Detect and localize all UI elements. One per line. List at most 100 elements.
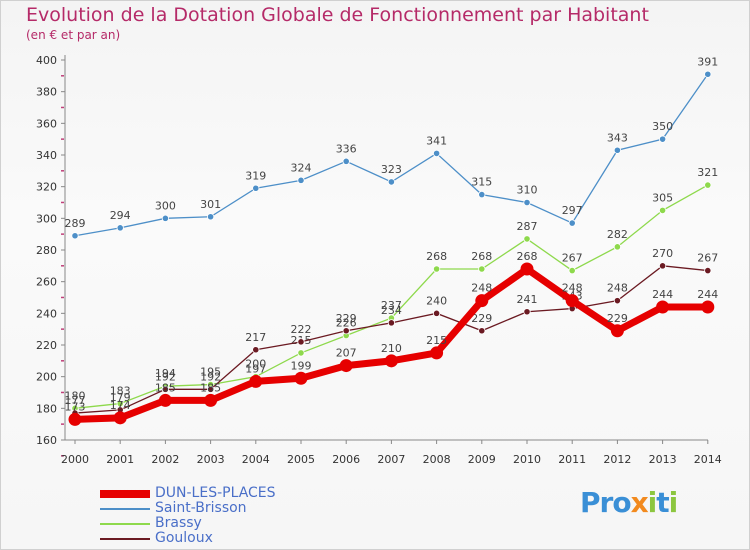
data-point [701, 300, 715, 314]
x-tick-label: 2003 [197, 453, 225, 466]
data-label: 244 [652, 288, 673, 301]
logo-letter: P [580, 486, 601, 519]
y-tick-label: 240 [36, 307, 57, 320]
legend-swatch [100, 508, 150, 510]
data-point [161, 214, 169, 222]
data-point [430, 346, 444, 360]
data-label: 180 [65, 389, 86, 402]
data-point [387, 178, 395, 186]
data-label: 199 [291, 359, 312, 372]
data-label: 244 [697, 288, 718, 301]
x-tick-label: 2009 [468, 453, 496, 466]
data-label: 323 [381, 163, 402, 176]
data-label: 268 [517, 250, 538, 263]
data-label: 217 [245, 331, 266, 344]
data-point [478, 190, 486, 199]
data-label: 185 [200, 381, 221, 394]
data-label: 192 [155, 370, 176, 383]
data-label: 195 [200, 366, 221, 379]
data-point [252, 346, 260, 354]
data-point [613, 297, 622, 305]
data-label: 391 [697, 55, 718, 68]
y-tick-label: 360 [36, 117, 57, 130]
data-point [610, 324, 624, 338]
data-label: 194 [155, 367, 176, 380]
data-label: 177 [65, 394, 86, 407]
data-point [71, 232, 79, 240]
data-point [568, 266, 576, 275]
y-tick-label: 220 [36, 339, 57, 352]
data-label: 268 [471, 250, 492, 263]
data-label: 301 [200, 198, 221, 211]
data-label: 300 [155, 199, 176, 212]
data-label: 294 [110, 209, 131, 222]
legend-swatch [100, 538, 150, 540]
data-label: 248 [471, 282, 492, 295]
logo-letter: x [630, 486, 649, 519]
data-label: 321 [697, 166, 718, 179]
data-point [158, 393, 172, 407]
data-label: 248 [607, 282, 628, 295]
data-label: 289 [65, 217, 86, 230]
data-label: 315 [471, 176, 492, 189]
y-tick-label: 300 [36, 212, 57, 225]
data-label: 237 [381, 299, 402, 312]
x-tick-label: 2007 [377, 453, 405, 466]
data-label: 197 [245, 362, 266, 375]
x-tick-label: 2012 [603, 453, 631, 466]
x-tick-label: 2004 [242, 453, 270, 466]
x-tick-label: 2008 [423, 453, 451, 466]
data-point [297, 349, 305, 357]
data-point [523, 198, 531, 207]
x-tick-label: 2011 [558, 453, 586, 466]
data-label: 241 [517, 293, 538, 306]
data-point [613, 146, 622, 154]
data-label: 183 [110, 385, 131, 398]
logo-letter: i [647, 486, 658, 519]
data-label: 267 [562, 252, 583, 265]
data-label: 287 [517, 220, 538, 233]
y-tick-label: 200 [36, 371, 57, 384]
x-tick-label: 2005 [287, 453, 315, 466]
x-tick-label: 2010 [513, 453, 541, 466]
data-point [342, 327, 350, 335]
data-label: 319 [245, 169, 266, 182]
data-point [704, 70, 712, 78]
data-point [658, 206, 667, 215]
data-point [704, 266, 712, 275]
data-point [252, 184, 260, 192]
data-label: 270 [652, 247, 673, 260]
y-tick-label: 280 [36, 244, 57, 257]
legend-item: Brassy [100, 516, 320, 531]
data-label: 310 [517, 184, 538, 197]
x-tick-label: 2000 [61, 453, 89, 466]
y-tick-label: 340 [36, 149, 57, 162]
data-point [523, 235, 531, 243]
data-label: 267 [697, 252, 718, 265]
data-point [249, 374, 263, 388]
data-label: 222 [291, 323, 312, 336]
proxiti-logo: Proxiti [580, 486, 678, 519]
legend-item: Gouloux [100, 531, 320, 546]
data-point [294, 371, 308, 385]
data-point [478, 265, 486, 273]
data-label: 226 [336, 317, 357, 330]
y-tick-label: 380 [36, 86, 57, 99]
y-tick-label: 160 [36, 434, 57, 447]
chart-subtitle: (en € et par an) [26, 28, 121, 42]
data-point [658, 135, 667, 143]
data-point [432, 265, 441, 273]
data-label: 229 [336, 312, 357, 325]
data-label: 336 [336, 142, 357, 155]
data-point [339, 359, 353, 373]
data-label: 297 [562, 204, 583, 217]
data-point [387, 319, 395, 327]
data-point [523, 308, 531, 316]
data-label: 234 [381, 304, 402, 317]
data-point [565, 294, 579, 308]
data-point [704, 181, 712, 189]
x-tick-label: 2002 [151, 453, 179, 466]
data-label: 179 [110, 391, 131, 404]
x-tick-label: 2014 [694, 453, 722, 466]
